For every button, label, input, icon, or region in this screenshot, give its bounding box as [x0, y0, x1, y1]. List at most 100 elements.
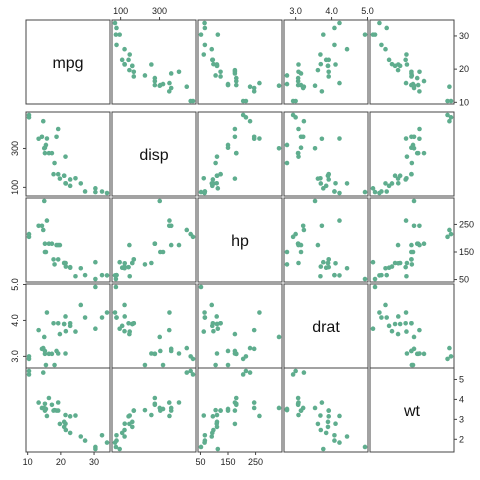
- point-27-mpg-vs-disp: [117, 32, 122, 37]
- point-26-disp-vs-hp: [209, 181, 215, 186]
- point-24-hp-vs-disp: [176, 242, 182, 248]
- point-7-mpg-vs-hp: [201, 52, 207, 57]
- point-3-hp-vs-disp: [149, 260, 154, 266]
- point-29-mpg-vs-hp: [232, 67, 238, 73]
- point-28-disp-vs-drat: [337, 136, 342, 141]
- point-18-wt-vs-hp: [198, 444, 204, 450]
- point-10-drat-vs-disp: [131, 321, 137, 326]
- point-4-hp-vs-disp: [168, 242, 174, 248]
- tick-label-left-disp-0: 100: [10, 180, 20, 195]
- point-6-wt-vs-disp: [168, 405, 174, 411]
- point-24-hp-vs-wt: [417, 242, 422, 248]
- point-12-mpg-vs-hp: [233, 75, 239, 81]
- point-27-wt-vs-disp: [117, 446, 122, 452]
- point-23-mpg-vs-disp: [166, 89, 172, 94]
- point-7-wt-vs-hp: [201, 413, 207, 418]
- tick-label-right-wt-0: 2: [459, 434, 464, 444]
- point-27-mpg-vs-drat: [321, 32, 326, 37]
- point-25-hp-vs-drat: [332, 272, 337, 278]
- point-1-drat-vs-hp: [214, 321, 220, 327]
- point-21-drat-vs-mpg: [43, 362, 49, 368]
- point-19-mpg-vs-drat: [337, 20, 342, 26]
- point-28-drat-vs-wt: [403, 310, 409, 315]
- point-16-disp-vs-hp: [247, 118, 253, 124]
- point-22-drat-vs-hp: [225, 348, 231, 354]
- point-17-mpg-vs-wt: [384, 25, 390, 31]
- point-23-drat-vs-mpg: [36, 327, 41, 333]
- point-18-hp-vs-drat: [362, 276, 368, 282]
- point-7-disp-vs-hp: [201, 175, 207, 181]
- point-17-drat-vs-wt: [384, 315, 390, 320]
- point-13-mpg-vs-hp: [233, 82, 239, 88]
- point-15-wt-vs-mpg: [26, 368, 32, 374]
- point-20-mpg-vs-wt: [389, 61, 395, 67]
- point-14-wt-vs-mpg: [26, 372, 32, 377]
- point-30-hp-vs-drat: [312, 198, 318, 204]
- point-31-hp-vs-drat: [333, 260, 338, 266]
- point-29-mpg-vs-wt: [395, 67, 401, 73]
- tick-label-top-disp-1: 300: [152, 6, 167, 16]
- point-27-drat-vs-disp: [117, 326, 122, 332]
- point-14-wt-vs-drat: [290, 372, 296, 377]
- point-31-mpg-vs-wt: [395, 62, 401, 67]
- point-12-wt-vs-mpg: [49, 402, 55, 408]
- point-26-wt-vs-mpg: [78, 434, 84, 439]
- point-10-wt-vs-drat: [326, 408, 332, 413]
- point-16-mpg-vs-disp: [184, 84, 190, 90]
- tick-label-right-hp-2: 250: [459, 219, 474, 229]
- point-13-disp-vs-drat: [295, 150, 301, 156]
- point-23-mpg-vs-hp: [251, 89, 257, 94]
- point-7-drat-vs-hp: [201, 329, 207, 334]
- point-24-mpg-vs-drat: [296, 69, 301, 75]
- point-31-mpg-vs-drat: [333, 62, 338, 67]
- point-27-disp-vs-drat: [321, 186, 326, 191]
- point-25-mpg-vs-drat: [332, 42, 337, 48]
- variable-label-drat: drat: [312, 319, 340, 336]
- panel-hp-vs-wt: [369, 197, 455, 283]
- point-8-disp-vs-wt: [403, 177, 408, 182]
- tick-label-right-hp-1: 150: [459, 247, 474, 257]
- point-5-drat-vs-hp: [213, 362, 218, 368]
- point-19-mpg-vs-hp: [202, 20, 207, 26]
- point-31-disp-vs-mpg: [63, 180, 68, 186]
- point-22-hp-vs-mpg: [42, 249, 48, 255]
- point-10-hp-vs-drat: [326, 257, 332, 262]
- point-20-wt-vs-drat: [318, 427, 324, 433]
- variable-label-disp: disp: [139, 147, 168, 164]
- panel-mpg-vs-mpg: [25, 19, 111, 105]
- point-3-disp-vs-hp: [214, 154, 220, 159]
- panel-wt-vs-drat: [283, 367, 369, 453]
- point-30-wt-vs-drat: [312, 405, 318, 411]
- point-28-hp-vs-mpg: [44, 218, 50, 223]
- point-24-wt-vs-drat: [296, 400, 301, 405]
- point-25-wt-vs-disp: [114, 438, 119, 443]
- point-23-wt-vs-hp: [251, 400, 257, 405]
- point-30-mpg-vs-wt: [411, 83, 417, 89]
- tick-label-bottom-mpg-2: 30: [89, 457, 99, 467]
- point-26-drat-vs-disp: [122, 302, 127, 308]
- point-26-disp-vs-wt: [383, 181, 388, 186]
- point-8-hp-vs-wt: [403, 264, 408, 270]
- point-30-mpg-vs-hp: [276, 83, 282, 89]
- point-15-mpg-vs-hp: [243, 98, 249, 104]
- variable-label-hp: hp: [231, 233, 249, 250]
- point-22-drat-vs-disp: [158, 348, 163, 354]
- point-30-wt-vs-mpg: [41, 405, 47, 411]
- tick-label-left-drat-1: 4.0: [10, 314, 20, 327]
- point-18-mpg-vs-drat: [362, 32, 368, 37]
- point-7-hp-vs-drat: [318, 273, 323, 279]
- point-29-drat-vs-disp: [127, 331, 132, 337]
- tick-label-top-drat-1: 4.0: [325, 6, 338, 16]
- tick-label-right-wt-2: 4: [459, 394, 464, 404]
- point-15-drat-vs-wt: [448, 354, 454, 359]
- point-27-drat-vs-wt: [370, 326, 376, 332]
- point-29-drat-vs-mpg: [57, 331, 63, 337]
- point-27-drat-vs-mpg: [93, 326, 98, 332]
- point-17-wt-vs-mpg: [99, 433, 105, 438]
- point-31-wt-vs-hp: [214, 421, 220, 427]
- point-19-mpg-vs-wt: [377, 20, 382, 26]
- point-11-wt-vs-mpg: [46, 395, 52, 401]
- point-11-wt-vs-drat: [295, 395, 301, 401]
- point-21-wt-vs-drat: [284, 406, 290, 412]
- point-19-drat-vs-mpg: [104, 310, 110, 315]
